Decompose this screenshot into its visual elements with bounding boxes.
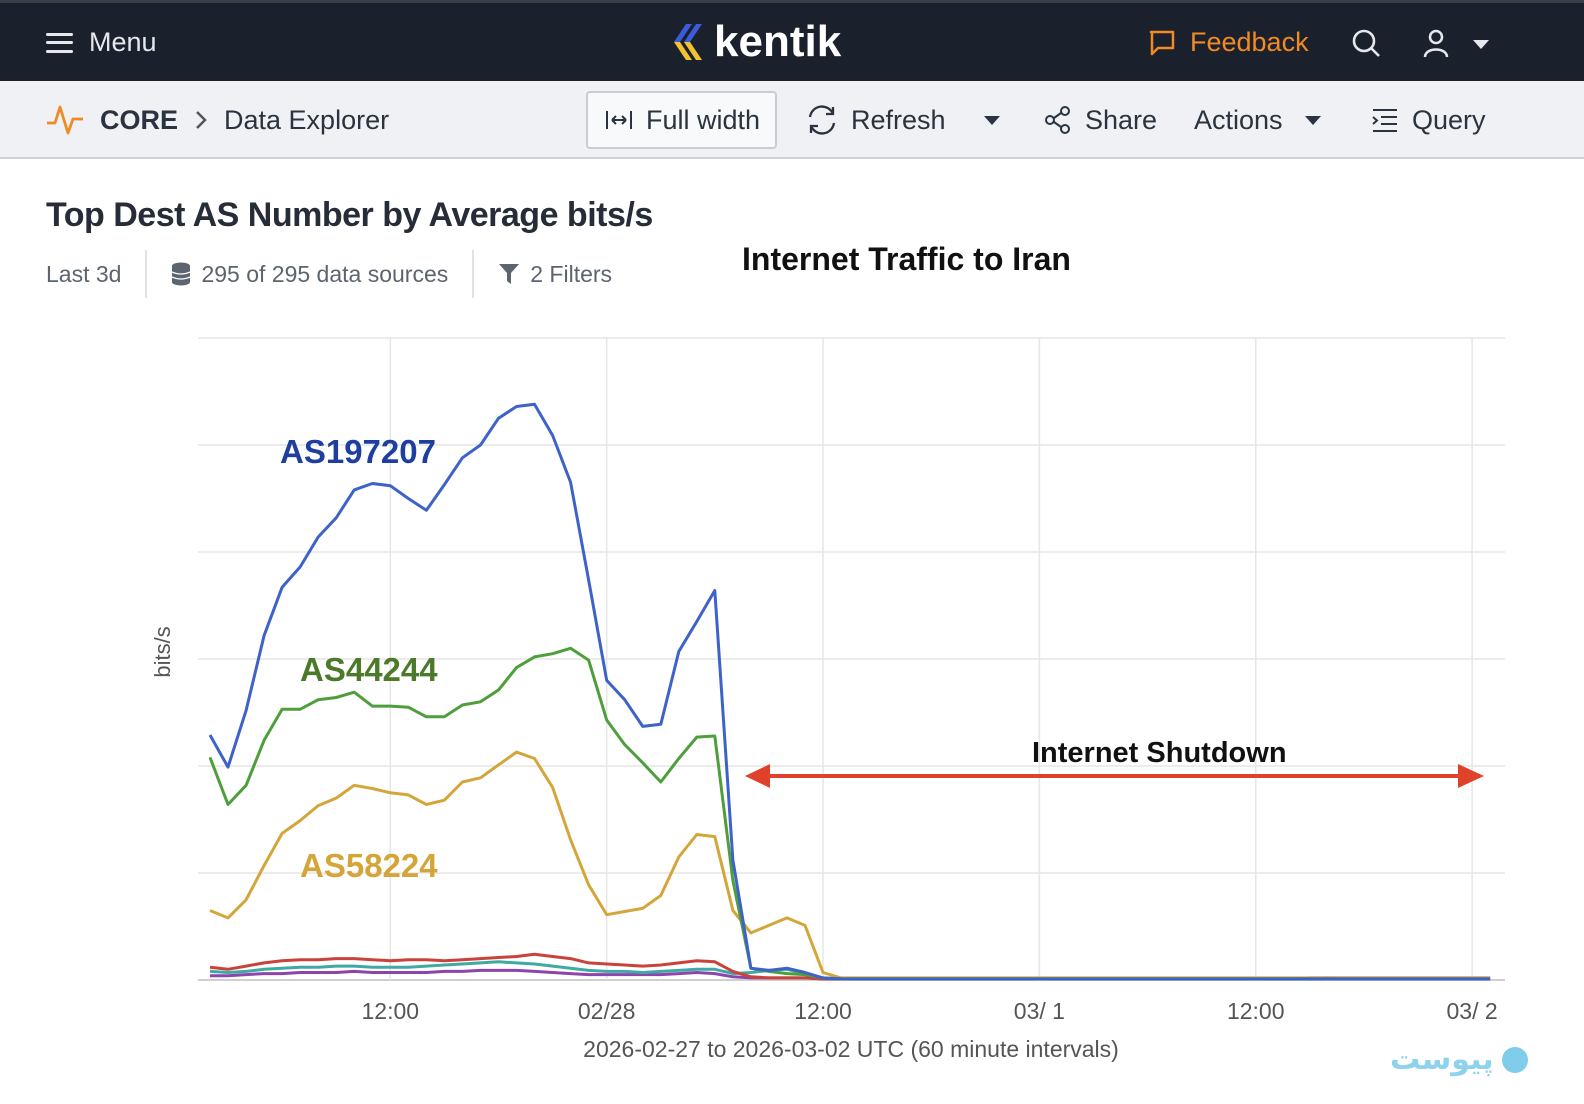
share-button[interactable]: Share [1043,91,1157,149]
expand-horizontal-icon [606,111,632,129]
arrow-left-icon [745,764,770,788]
kentik-chevrons-icon [674,24,702,60]
series-line-as44244 [208,646,1491,981]
hamburger-icon [46,32,73,53]
refresh-label: Refresh [851,104,946,135]
query-list-icon [1372,109,1397,132]
menu-label: Menu [89,27,157,57]
logo-text: kentik [714,17,842,66]
chat-bubble-icon [1149,30,1175,55]
x-tick-label: 03/ 2 [1447,998,1498,1024]
x-tick-label: 02/28 [578,998,636,1024]
query-label: Query [1412,104,1486,135]
annotation-title: Internet Traffic to Iran [742,241,1071,277]
divider [472,250,475,298]
series-label-as58224: AS58224 [300,847,438,884]
feedback-button[interactable]: Feedback [1148,27,1309,58]
x-axis-label: 2026-02-27 to 2026-03-02 UTC (60 minute … [583,1036,1119,1062]
filter-icon [499,264,520,284]
refresh-icon [808,105,836,135]
shutdown-arrow [745,764,1484,788]
x-tick-label: 12:00 [1227,998,1285,1024]
top-nav: Menu kentik Feedback [0,0,1584,81]
breadcrumb: CORE Data Explorer [46,103,389,137]
x-tick-label: 03/ 1 [1014,998,1065,1024]
toolbar: CORE Data Explorer Full width Refresh Sh… [0,81,1584,159]
share-icon [1045,106,1070,134]
menu-button[interactable]: Menu [46,27,157,58]
actions-chevron-down-icon [1304,115,1321,125]
chevron-right-icon [196,111,207,129]
full-width-button[interactable]: Full width [586,91,777,149]
watermark-icon [1501,1046,1528,1073]
series-label-as44244: AS44244 [300,651,438,688]
search-icon[interactable] [1350,27,1382,59]
pulse-icon [47,105,83,135]
kentik-logo[interactable]: kentik [668,17,841,67]
panel-title: Top Dest AS Number by Average bits/s [46,196,653,234]
x-tick-label: 12:00 [362,998,420,1024]
share-label: Share [1085,104,1158,135]
y-axis-label: bits/s [150,626,175,677]
user-icon[interactable] [1420,27,1452,59]
panel-meta: Last 3d 295 of 295 data sources 2 Filter… [46,250,612,298]
divider [145,250,148,298]
refresh-options-chevron-down-icon[interactable] [984,116,1000,125]
filters[interactable]: 2 Filters [530,260,613,287]
series-line-other-2 [209,960,1491,981]
shutdown-label: Internet Shutdown [1032,737,1287,769]
time-range[interactable]: Last 3d [46,260,122,287]
x-tick-label: 12:00 [794,998,852,1024]
arrow-right-icon [1458,764,1484,788]
breadcrumb-core[interactable]: CORE [100,104,179,135]
breadcrumb-page: Data Explorer [224,104,390,135]
series-label-as197207: AS197207 [280,433,436,470]
query-button[interactable]: Query [1370,91,1486,149]
actions-label: Actions [1194,104,1283,135]
full-width-label: Full width [646,104,761,135]
data-sources[interactable]: 295 of 295 data sources [201,260,449,287]
refresh-button[interactable]: Refresh [805,91,946,149]
actions-button[interactable]: Actions [1194,91,1321,149]
user-menu-chevron-down-icon[interactable] [1473,40,1489,49]
database-icon [172,262,191,286]
watermark-logo: پیوست [1390,1042,1528,1077]
feedback-label: Feedback [1190,27,1309,57]
series-line-as197207 [208,402,1491,981]
